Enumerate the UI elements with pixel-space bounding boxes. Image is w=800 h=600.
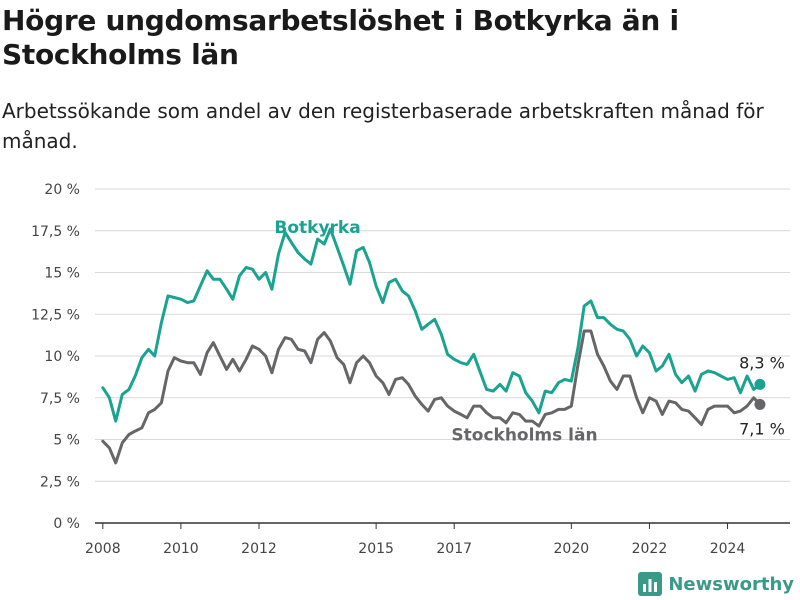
x-tick-label: 2024 <box>710 541 746 557</box>
series-line-botkyrka <box>101 227 762 423</box>
bar-chart-icon <box>638 572 663 596</box>
y-tick-label: 7,5 % <box>40 391 80 407</box>
y-tick-label: 12,5 % <box>31 307 80 323</box>
grid-layer <box>95 188 790 524</box>
chart-subtitle: Arbetssökande som andel av den registerb… <box>2 99 764 153</box>
series-layer <box>101 227 766 465</box>
series-label-botkyrka: Botkyrka <box>274 218 360 238</box>
x-tick-label: 2008 <box>85 541 121 557</box>
x-tick-label: 2022 <box>632 541 668 557</box>
series-line-stockholms-lan <box>101 329 762 465</box>
y-tick-label: 10 % <box>44 349 80 365</box>
x-tick-label: 2012 <box>241 541 277 557</box>
x-tick-label: 2015 <box>358 541 394 557</box>
y-tick-label: 2,5 % <box>40 474 80 490</box>
newsworthy-logo: Newsworthy <box>638 572 794 596</box>
label-layer: 8,3 % 7,1 % Botkyrka Stockholms län <box>274 218 784 446</box>
series-end-label: 7,1 % <box>739 419 785 438</box>
x-tick-label: 2020 <box>554 541 590 557</box>
series-end-label: 8,3 % <box>739 353 785 372</box>
x-tick-label: 2010 <box>163 541 199 557</box>
axis-layer: 0 % 2,5 % 5 % 7,5 % 10 % 12,5 % 15 % 17,5 % 20 %… <box>31 182 790 557</box>
series-end-point <box>754 378 766 390</box>
y-tick-label: 17,5 % <box>31 224 80 240</box>
y-tick-label: 20 % <box>44 182 80 198</box>
brand-name: Newsworthy <box>668 573 794 595</box>
y-tick-label: 5 % <box>53 433 80 449</box>
chart-title: Högre ungdomsarbetslöshet i Botkyrka än … <box>2 4 679 71</box>
y-tick-label: 0 % <box>53 516 80 532</box>
x-tick-label: 2017 <box>436 541 472 557</box>
y-tick-label: 15 % <box>44 266 80 282</box>
series-label-stockholms-lan: Stockholms län <box>451 425 597 445</box>
series-end-point <box>754 398 766 410</box>
